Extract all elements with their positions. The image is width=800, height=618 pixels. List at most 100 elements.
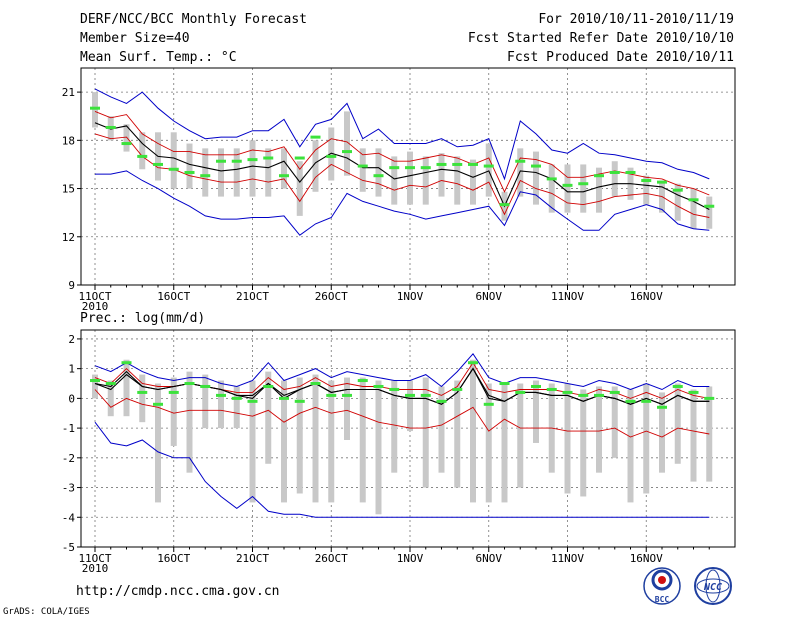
ensemble-mean-marker <box>200 384 211 388</box>
y-tick-label: 9 <box>68 279 75 292</box>
spread-box <box>533 380 539 443</box>
spread-box <box>155 383 161 503</box>
spread-box <box>296 161 303 216</box>
ensemble-mean-marker <box>515 390 526 394</box>
spread-box <box>533 151 539 205</box>
forecast-produced-date: Fcst Produced Date 2010/10/11 <box>507 50 734 65</box>
ensemble-mean-marker <box>168 167 179 171</box>
spread-box <box>580 389 587 497</box>
x-tick-label: 16NOV <box>630 552 663 565</box>
spread-box <box>218 380 224 429</box>
ensemble-mean-marker <box>483 164 494 168</box>
x-tick-label: 6NOV <box>476 290 503 303</box>
ensemble-mean-marker <box>310 135 321 139</box>
ensemble-mean-marker <box>657 405 667 409</box>
ensemble-mean-marker <box>357 379 368 383</box>
ensemble-mean-marker <box>578 182 589 186</box>
ensemble-mean-marker <box>294 156 305 160</box>
ensemble-mean-marker <box>625 170 636 174</box>
spread-box <box>186 143 193 189</box>
ensemble-mean-marker <box>326 393 337 397</box>
ensemble-mean-marker <box>121 142 132 146</box>
ensemble-mean-marker <box>641 179 652 183</box>
temperature-chart: 9 12 15 18 21 11OCT 16OCT 21OCT 26OCT 1NOV 6NOV 11N… <box>62 67 736 313</box>
spread-box <box>265 148 272 197</box>
ensemble-mean-marker <box>405 393 415 397</box>
ensemble-mean-marker <box>704 204 715 208</box>
spread-box <box>139 374 146 423</box>
ensemble-mean-marker <box>452 162 463 166</box>
ensemble-mean-marker <box>200 174 211 178</box>
source-url[interactable]: http://cmdp.ncc.cma.gov.cn <box>76 584 280 599</box>
spread-box <box>202 374 209 429</box>
ensemble-mean-marker <box>578 393 589 397</box>
bcc-logo: BCC <box>643 567 681 605</box>
spread-box <box>674 383 681 464</box>
spread-box <box>312 374 319 503</box>
spread-box <box>643 175 650 205</box>
spread-box <box>674 183 681 221</box>
spread-box <box>218 148 224 197</box>
y-tick-label: 18 <box>62 134 75 147</box>
spread-box <box>470 159 476 205</box>
x-year-label: 2010 <box>82 562 109 575</box>
ensemble-mean-marker <box>231 396 242 400</box>
spread-box <box>344 377 350 440</box>
series-median-line <box>94 122 710 210</box>
bottom-chart-variable: Prec.: log(mm/d) <box>80 311 205 326</box>
y-tick-label: -3 <box>62 482 75 495</box>
x-tick-label: 16OCT <box>157 552 190 565</box>
ensemble-mean-marker <box>279 174 289 178</box>
spread-box <box>454 156 461 205</box>
ensemble-mean-marker <box>562 183 573 187</box>
x-tick-label: 11NOV <box>551 290 584 303</box>
y-tick-label: 15 <box>62 183 75 196</box>
ensemble-mean-marker <box>594 393 604 397</box>
ensemble-mean-marker <box>546 177 557 181</box>
precipitation-chart: -5 -4 -3 -2 -1 0 1 2 11OCT 16OCT 21OCT 26OCT 1NOV 6NO… <box>62 329 736 575</box>
ensemble-mean-marker <box>216 393 226 397</box>
ensemble-mean-marker <box>609 390 620 394</box>
ensemble-mean-marker <box>326 154 337 158</box>
ensemble-mean-marker <box>137 390 148 394</box>
ensemble-mean-marker <box>562 390 573 394</box>
spread-box <box>407 380 413 432</box>
grads-credit: GrADS: COLA/IGES <box>3 607 90 617</box>
ensemble-mean-marker <box>137 154 148 158</box>
y-tick-label: -4 <box>62 511 76 524</box>
ensemble-mean-marker <box>436 399 447 403</box>
spread-box <box>139 132 146 170</box>
ensemble-mean-marker <box>342 393 352 397</box>
spread-box <box>233 386 240 429</box>
series-min-line <box>95 170 710 236</box>
spread-box <box>438 153 445 197</box>
figure-title: DERF/NCC/BCC Monthly Forecast <box>80 12 307 27</box>
spread-box <box>596 386 602 473</box>
y-tick-label: -1 <box>62 422 75 435</box>
ncc-logo: NCC <box>694 567 732 605</box>
x-tick-label: 1NOV <box>397 290 424 303</box>
spread-box <box>233 148 240 197</box>
x-tick-label: 11NOV <box>551 552 584 565</box>
spread-box <box>627 389 634 503</box>
spread-box <box>580 164 587 213</box>
spread-box <box>470 359 476 503</box>
ensemble-mean-marker <box>657 180 667 184</box>
series-max-line <box>94 88 710 181</box>
ensemble-mean-marker <box>499 382 510 386</box>
ensemble-mean-marker <box>216 159 226 163</box>
ensemble-mean-marker <box>373 174 384 178</box>
x-tick-label: 16NOV <box>630 290 663 303</box>
series-lower-line <box>94 133 710 218</box>
ensemble-mean-marker <box>531 164 541 168</box>
ensemble-mean-marker <box>153 162 163 166</box>
y-tick-label: -2 <box>62 452 75 465</box>
spread-box <box>391 156 398 205</box>
ensemble-mean-marker <box>247 399 258 403</box>
spread-box <box>422 156 429 205</box>
ensemble-mean-marker <box>389 387 400 391</box>
ensemble-mean-marker <box>594 174 604 178</box>
ensemble-mean-marker <box>688 198 699 202</box>
x-tick-label: 21OCT <box>236 290 269 303</box>
